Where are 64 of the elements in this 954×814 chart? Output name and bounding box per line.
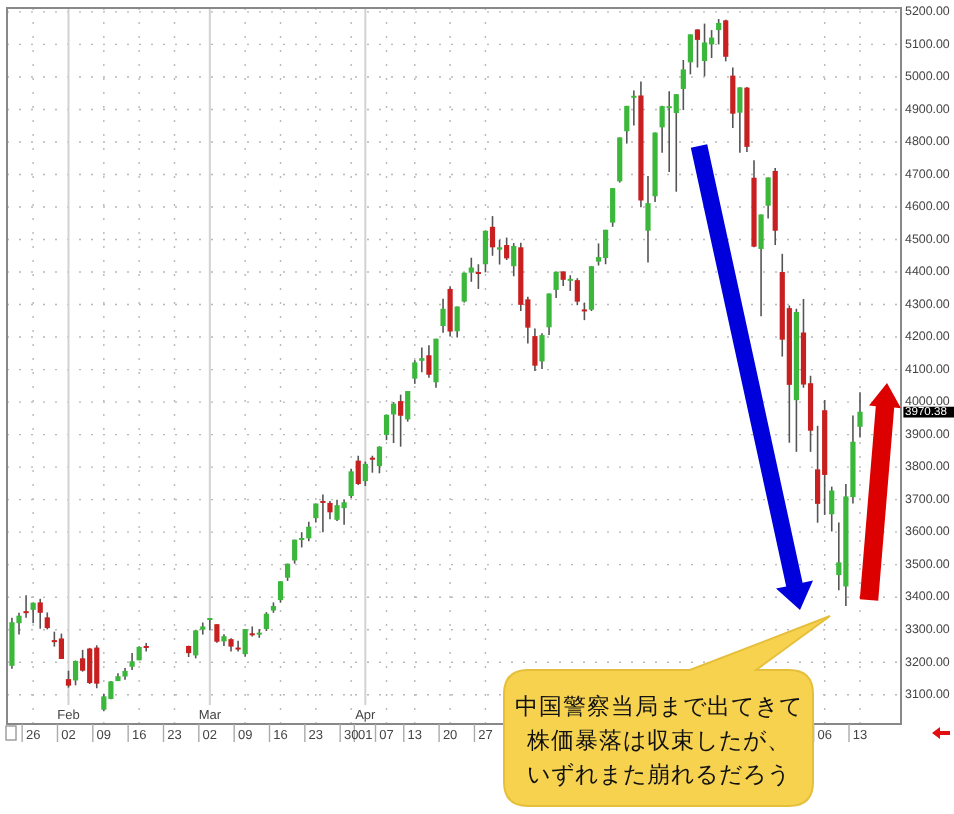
candlestick	[701, 22, 708, 78]
candlestick	[758, 213, 764, 318]
candlestick	[398, 393, 404, 448]
candlestick	[242, 628, 248, 658]
candlestick	[355, 454, 361, 486]
candlestick	[426, 344, 432, 379]
candlestick	[447, 285, 453, 338]
candlestick	[341, 498, 347, 526]
candlestick	[468, 256, 474, 283]
candlestick	[489, 215, 496, 257]
candlestick	[511, 242, 517, 278]
candlestick	[567, 274, 573, 292]
candlestick	[610, 187, 616, 228]
candlestick	[617, 136, 623, 184]
candlestick	[574, 277, 580, 306]
candlestick	[37, 598, 43, 630]
candlestick	[362, 460, 368, 487]
candlestick	[694, 28, 701, 69]
candlestick	[602, 228, 609, 266]
candlestick	[539, 332, 545, 370]
candlestick	[454, 305, 460, 339]
candlestick	[320, 493, 326, 533]
candlestick	[673, 93, 679, 193]
candlestick	[680, 59, 686, 111]
candlestick	[23, 594, 29, 619]
candlestick	[334, 498, 340, 522]
candlestick	[299, 531, 305, 549]
candlestick	[588, 265, 595, 312]
candlestick	[58, 632, 65, 660]
candlestick	[30, 601, 36, 624]
candlestick	[687, 33, 693, 76]
candlestick	[383, 413, 390, 441]
candlestick	[207, 617, 213, 632]
candlestick	[631, 89, 637, 127]
candlestick	[716, 18, 722, 46]
candlestick	[624, 105, 630, 145]
candlestick	[292, 538, 298, 565]
annotation: 中国警察当局まで出てきて株価暴落は収束したが、いずれまた崩れるだろう	[514, 692, 803, 788]
candlestick	[475, 263, 481, 290]
candlestick	[263, 611, 269, 632]
candlestick	[72, 659, 79, 687]
candlestick	[504, 236, 510, 261]
candlestick	[829, 485, 835, 533]
candlestick	[730, 66, 736, 129]
candlestick	[235, 639, 241, 653]
candlestick	[433, 337, 439, 389]
candlestick	[87, 647, 93, 685]
candlestick	[214, 623, 220, 644]
candlestick	[249, 625, 255, 638]
candlestick	[496, 239, 503, 266]
candlestick	[461, 271, 467, 304]
candlestick	[9, 616, 15, 670]
candlestick	[405, 390, 411, 423]
candlestick	[277, 580, 284, 604]
candlestick	[440, 297, 446, 334]
candlestick	[376, 445, 383, 475]
candlestick	[666, 90, 672, 173]
candlestick	[723, 18, 729, 63]
candlestick	[306, 520, 312, 543]
candlestick	[482, 229, 489, 274]
candlestick	[94, 644, 100, 690]
candlestick	[412, 359, 418, 385]
candlestick	[193, 628, 199, 660]
candlestick	[737, 86, 743, 154]
